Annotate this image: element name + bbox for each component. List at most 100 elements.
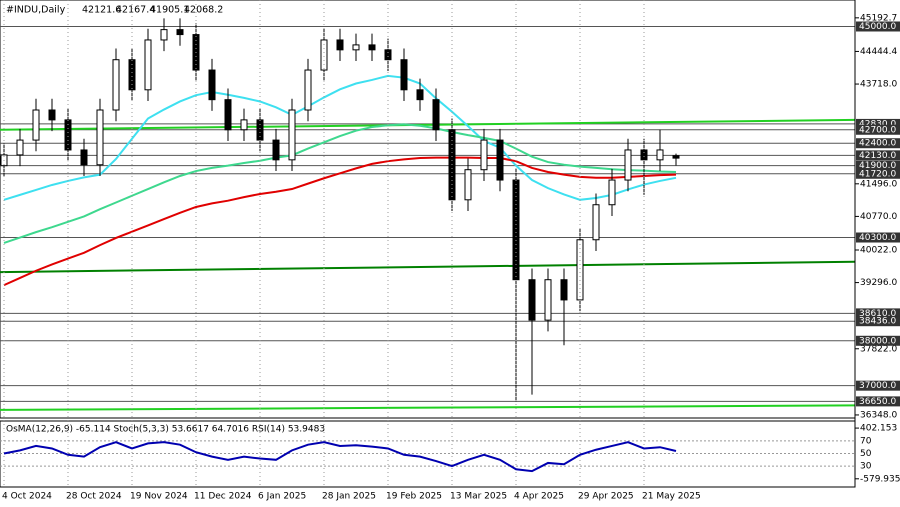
- level-label: 42400.0: [859, 139, 896, 149]
- symbol: #INDU,Daily: [6, 5, 66, 16]
- low: 41905.1: [150, 5, 189, 16]
- candle-body: [80, 149, 88, 166]
- price-panel: [0, 0, 856, 419]
- candle-body: [496, 139, 504, 181]
- candle-body: [16, 139, 24, 156]
- x-tick-label: 4 Oct 2024: [2, 492, 52, 502]
- level-box: [856, 396, 900, 407]
- candle-body: [672, 155, 680, 159]
- level-box: [856, 124, 900, 135]
- candle-body: [528, 279, 536, 321]
- candle-body: [400, 59, 408, 91]
- candle-body: [160, 29, 168, 41]
- level-label: 37000.0: [859, 381, 896, 391]
- trend-line: [0, 118, 856, 131]
- candle-body: [144, 39, 152, 91]
- level-label: 40300.0: [859, 233, 896, 243]
- x-tick-label: 19 Nov 2024: [130, 492, 188, 502]
- moving-average: [3, 74, 677, 201]
- x-tick-label: 19 Feb 2025: [386, 492, 442, 502]
- level-label: 45000.0: [859, 22, 896, 32]
- y-tick-label: 43718.0: [860, 80, 897, 90]
- level-label: 42830.0: [859, 119, 896, 129]
- level-label: 36650.0: [859, 397, 896, 407]
- x-tick-label: 4 Apr 2025: [514, 492, 564, 502]
- level-box: [856, 168, 900, 179]
- candle-body: [128, 59, 136, 91]
- x-tick-label: 6 Jan 2025: [258, 492, 306, 502]
- level-label: 38000.0: [859, 336, 896, 346]
- candle-body: [656, 149, 664, 161]
- level-label: 41900.0: [859, 161, 896, 171]
- level-label: 42700.0: [859, 125, 896, 135]
- y-tick-label: 36348.0: [860, 410, 897, 420]
- candle-body: [416, 89, 424, 101]
- candle-body: [272, 139, 280, 161]
- close: 42068.2: [184, 5, 223, 16]
- x-tick-label: 28 Oct 2024: [66, 492, 122, 502]
- open: 42121.6: [82, 5, 121, 16]
- candle-body: [640, 149, 648, 161]
- candle-body: [224, 99, 232, 131]
- y-tick-label: 37822.0: [860, 344, 897, 354]
- candle-body: [608, 179, 616, 206]
- moving-average: [3, 156, 677, 287]
- candle-body: [336, 39, 344, 51]
- candle-body: [256, 119, 264, 141]
- level-box: [856, 335, 900, 346]
- candle-body: [384, 49, 392, 61]
- y-tick-label: 40022.0: [860, 245, 897, 255]
- level-label: 42130.0: [859, 151, 896, 161]
- level-label: 38610.0: [859, 309, 896, 319]
- candle-body: [64, 119, 72, 151]
- x-tick-label: 11 Dec 2024: [194, 492, 252, 502]
- candle-body: [480, 139, 488, 171]
- rsi-tick-label: 50: [860, 449, 872, 459]
- rsi-line: [3, 441, 677, 473]
- x-tick-label: 21 May 2025: [642, 492, 701, 502]
- level-box: [856, 380, 900, 391]
- candle-body: [32, 109, 40, 141]
- trend-line: [0, 404, 856, 411]
- candle-body: [240, 119, 248, 131]
- rsi-tick-label: 30: [860, 462, 872, 472]
- candle-body: [560, 279, 568, 301]
- level-box: [856, 150, 900, 161]
- moving-average: [3, 123, 677, 244]
- candle-body: [112, 59, 120, 111]
- x-tick-label: 28 Jan 2025: [322, 492, 376, 502]
- y-tick-label: -579.935: [860, 474, 900, 484]
- candle-body: [464, 169, 472, 201]
- y-tick-label: 45192.7: [860, 13, 897, 23]
- level-box: [856, 138, 900, 149]
- candle-body: [368, 44, 376, 51]
- level-box: [856, 160, 900, 171]
- x-tick-label: 13 Mar 2025: [450, 492, 507, 502]
- y-tick-label: 39296.0: [860, 278, 897, 288]
- candle-body: [320, 39, 328, 71]
- level-box: [856, 232, 900, 243]
- candle-body: [304, 69, 312, 111]
- level-box: [856, 21, 900, 32]
- candle-body: [288, 109, 296, 161]
- y-tick-label: 402.153: [860, 424, 897, 434]
- candle-body: [592, 204, 600, 241]
- y-tick-label: 40770.0: [860, 212, 897, 222]
- level-box: [856, 308, 900, 319]
- candle-body: [624, 149, 632, 181]
- candle-body: [176, 29, 184, 36]
- candle-body: [208, 69, 216, 101]
- candle-body: [432, 99, 440, 131]
- candle-body: [544, 279, 552, 321]
- candle-body: [352, 44, 360, 51]
- candle-body: [96, 109, 104, 166]
- candle-body: [576, 239, 584, 301]
- level-box: [856, 316, 900, 327]
- high: 42167.4: [116, 5, 155, 16]
- y-tick-label: 44444.4: [860, 47, 897, 57]
- y-tick-label: 41496.0: [860, 179, 897, 189]
- candle-body: [48, 109, 56, 121]
- header: #INDU,Daily 42121.6 42167.4 41905.1 4206…: [6, 5, 223, 16]
- x-tick-label: 29 Apr 2025: [578, 492, 634, 502]
